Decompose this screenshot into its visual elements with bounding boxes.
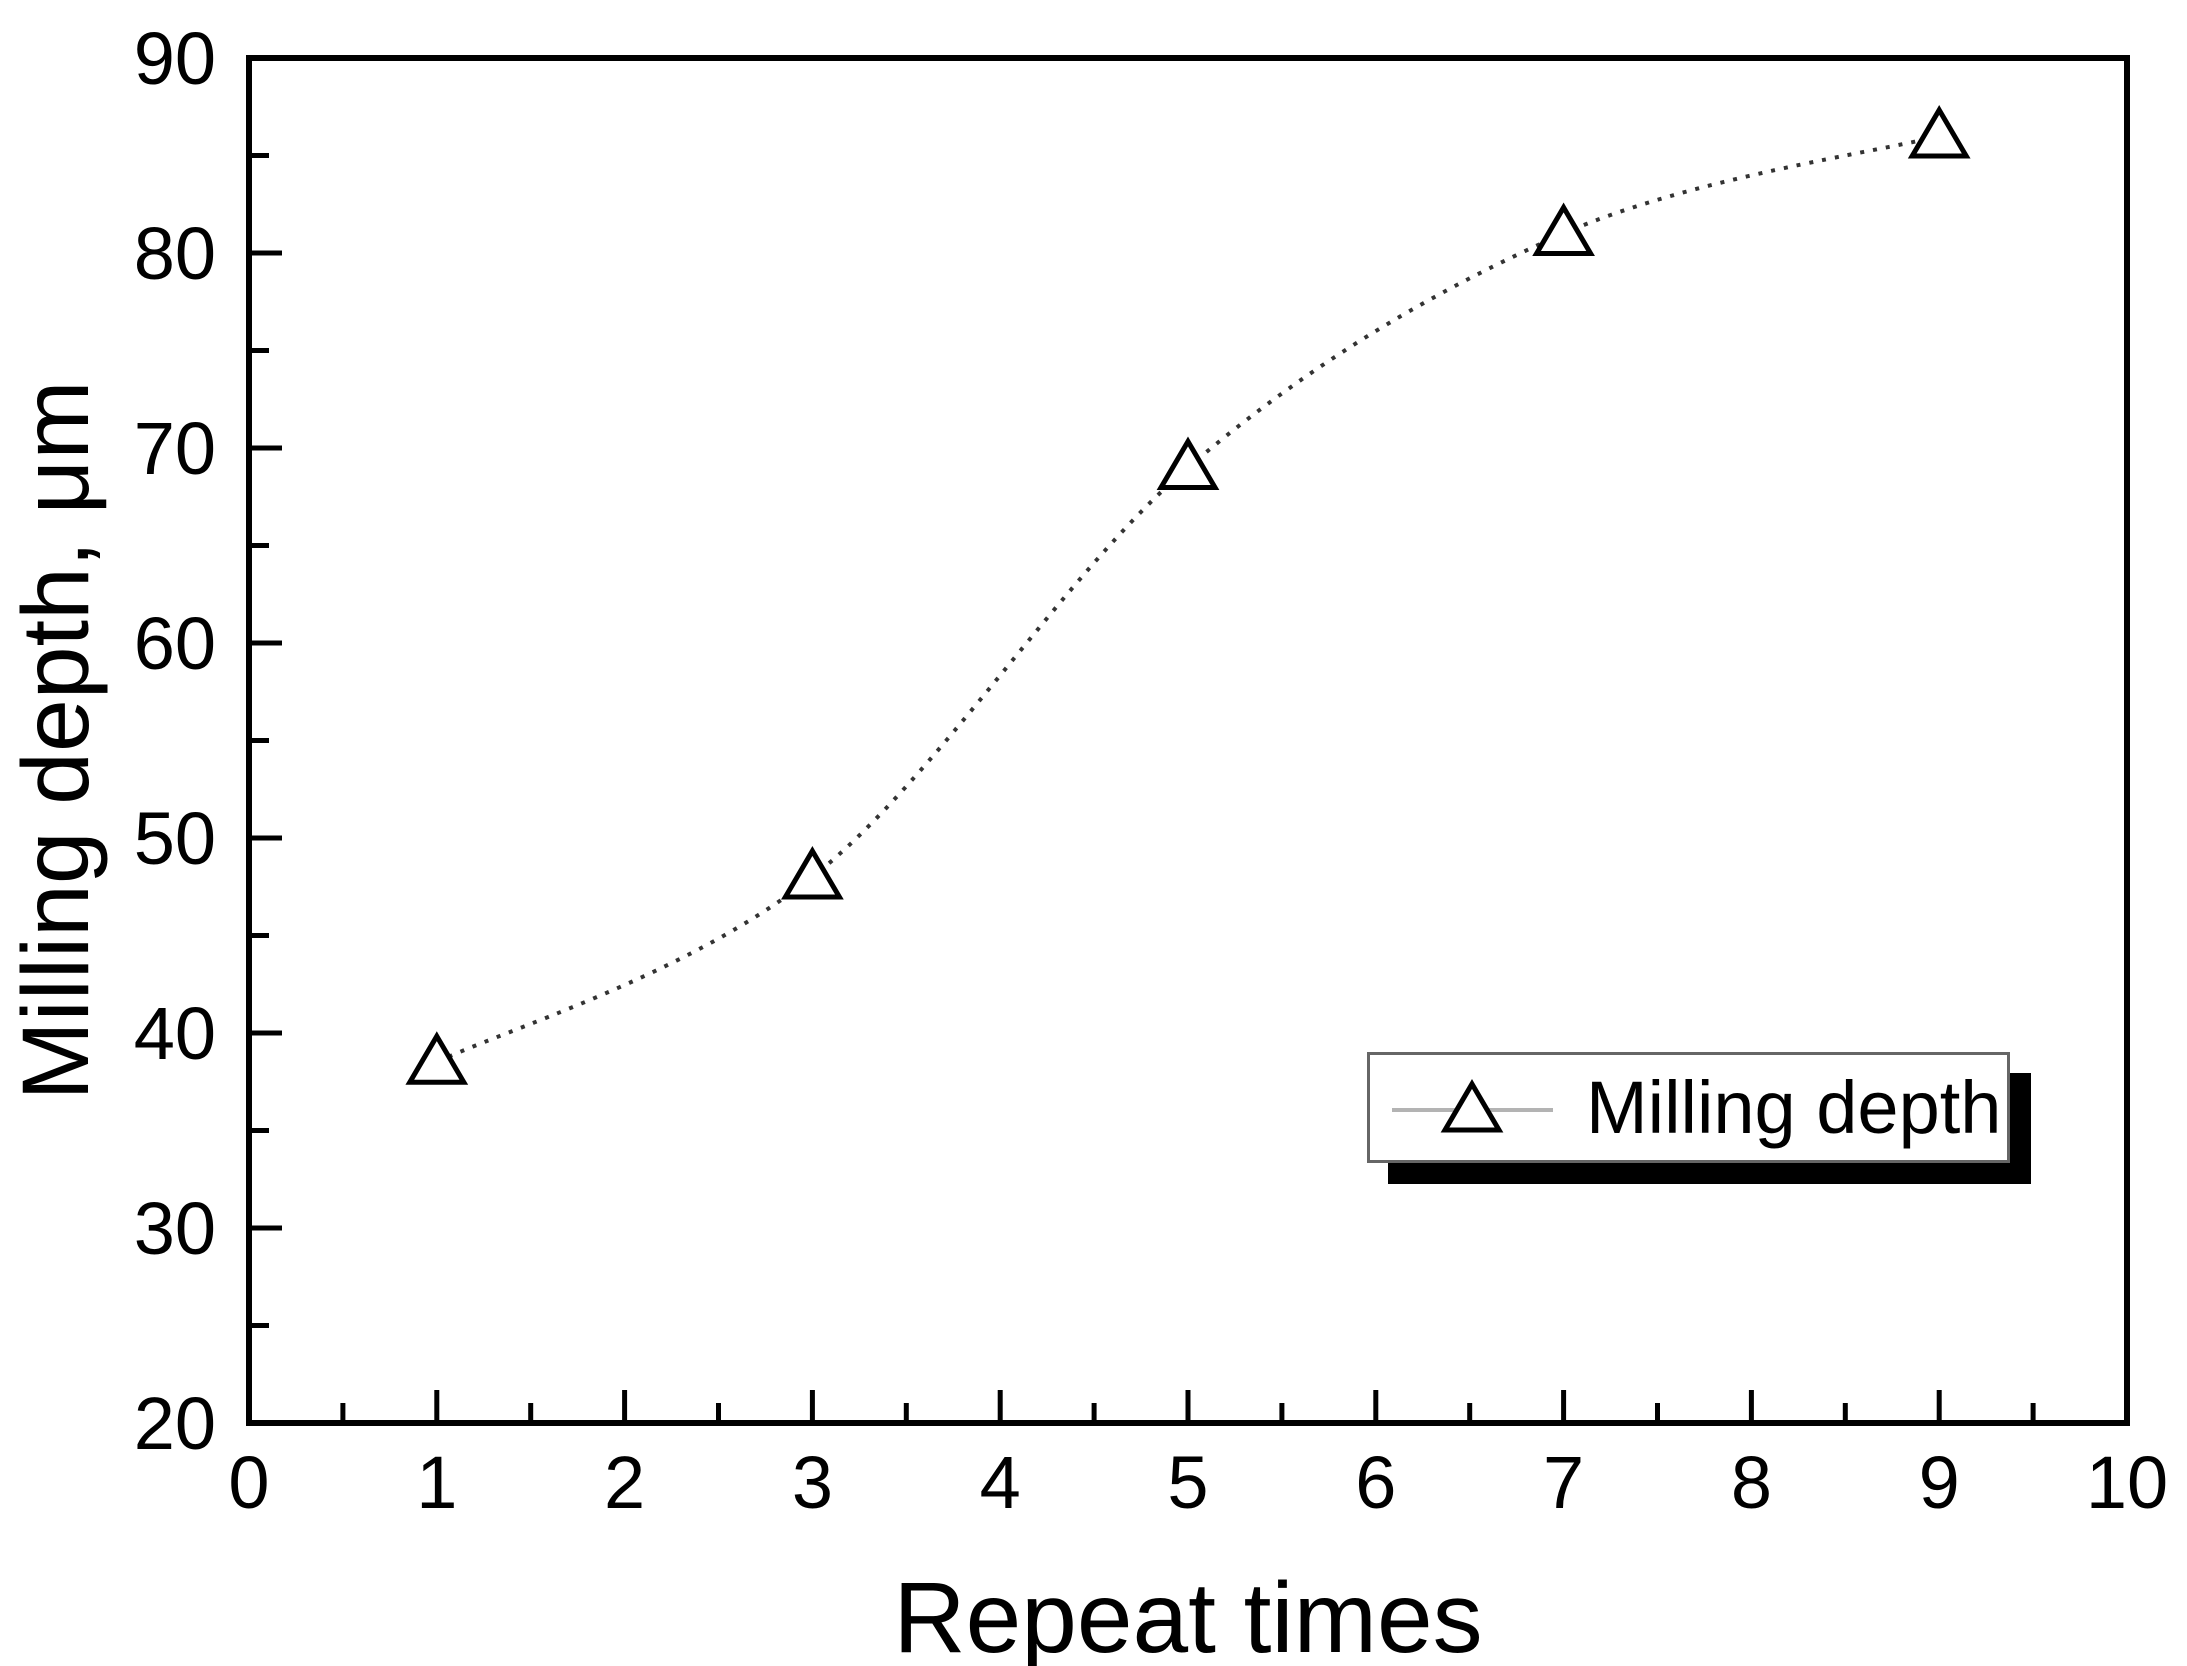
data-point-marker [781,846,844,900]
x-tick-label: 8 [1731,1441,1772,1524]
y-tick-label: 70 [134,407,216,490]
legend-triangle-marker-icon [1392,1079,1553,1133]
legend: Milling depth [1367,1052,2010,1163]
x-tick-label: 2 [604,1441,645,1524]
y-tick-label: 60 [134,602,216,685]
data-point-marker [1532,202,1595,256]
data-point-marker [405,1031,469,1085]
data-point-marker [1907,105,1971,159]
y-tick-label: 40 [134,992,216,1075]
y-tick-label: 50 [134,797,216,880]
series-line [435,134,1940,1065]
x-tick-label: 4 [980,1441,1021,1524]
x-tick-label: 3 [792,1441,833,1524]
x-axis-title: Repeat times [893,1562,1482,1666]
legend-triangle-glyph [1440,1079,1504,1133]
x-tick-label: 7 [1543,1441,1584,1524]
x-tick-label: 10 [2086,1441,2168,1524]
legend-series-label: Milling depth [1586,1065,2002,1149]
x-tick-label: 5 [1167,1441,1208,1524]
y-tick-label: 80 [134,212,216,295]
x-tick-label: 1 [416,1441,457,1524]
x-tick-label: 0 [228,1441,269,1524]
y-axis-title: Milling depth, μm [3,380,109,1100]
axes-frame [246,55,2130,1426]
x-tick-label: 6 [1355,1441,1396,1524]
data-point-marker [1156,436,1220,490]
x-tick-label: 9 [1919,1441,1960,1524]
y-tick-label: 20 [134,1382,216,1465]
y-tick-label: 30 [134,1187,216,1270]
y-tick-label: 90 [134,17,216,100]
